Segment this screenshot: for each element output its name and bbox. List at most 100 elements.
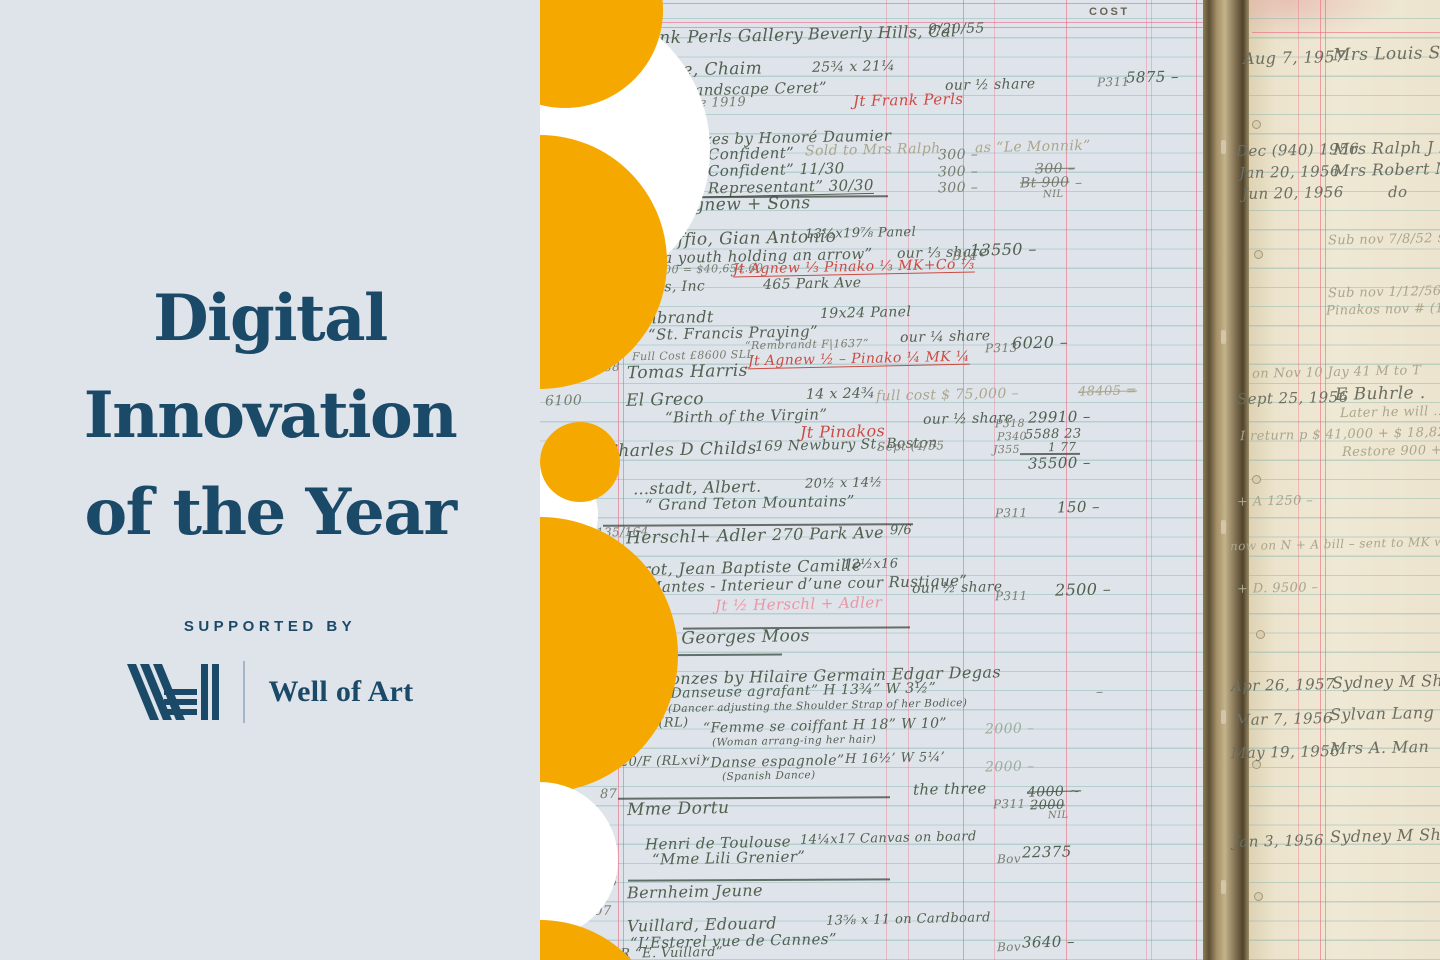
column-rule-pink: [886, 0, 888, 960]
binder-hole: [1252, 760, 1261, 769]
well-of-art-logo-icon: [126, 664, 219, 720]
ledger-fragment: 2000 –: [984, 720, 1035, 738]
ledger-fragment: Sylvan Lang: [1329, 702, 1435, 725]
ledger-fragment: I return p $ 41,000 + $ 18,82 3: [1239, 424, 1440, 445]
ledger-fragment: Mrs A. Man: [1329, 736, 1430, 759]
sponsor-name: Well of Art: [268, 675, 414, 708]
ledger-fragment: Apr 26, 1957: [1230, 674, 1336, 696]
ledger-fragment: –: [1095, 683, 1104, 701]
scallop-circle-yellow: [540, 422, 620, 502]
ledger-fragment: + A 1250 –: [1236, 493, 1314, 510]
ledger-fragment: Sydney M Shoe: [1331, 670, 1440, 693]
header-rule-pink: [1252, 32, 1440, 34]
ledger-fragment: 300 –: [937, 146, 979, 164]
ledger-fragment: Sold to Mrs Ralph: [804, 140, 941, 160]
column-rule-pink: [1325, 0, 1327, 960]
ledger-fragment: 14 x 24¾: [805, 385, 876, 403]
ledger-fragment: Jun 20, 1956: [1241, 182, 1344, 204]
ledger-fragment: 9/20/55: [927, 20, 985, 38]
ledger-fragment: P311: [994, 588, 1028, 604]
column-rule-pink: [1066, 0, 1068, 960]
column-rule-pink: [908, 0, 910, 960]
ledger-fragment: do: [1387, 182, 1408, 202]
column-rule-pink: [1146, 0, 1148, 960]
scallop-border: [540, 0, 710, 960]
column-rule-pink: [1151, 0, 1153, 960]
binder-hole: [1252, 475, 1261, 484]
ledger-fragment: 150 –: [1056, 497, 1101, 517]
ledger-fragment: Aug 7, 1957: [1242, 46, 1346, 69]
book-spine: [1203, 0, 1249, 960]
ledger-fragment: P311: [994, 505, 1028, 521]
ledger-fragment: Bov: [996, 851, 1022, 867]
ledger-fragment: 2500 –: [1054, 579, 1112, 600]
award-panel: Digital Innovation of the Year SUPPORTED B…: [0, 0, 540, 960]
header-rule-pink: [540, 22, 1205, 24]
binder-hole: [1256, 630, 1265, 639]
ledger-fragment: 2000 –: [984, 758, 1035, 776]
ledger-fragment: P318: [994, 416, 1026, 431]
scallop-circle-white: [540, 782, 618, 938]
header-rule-pink: [540, 3, 1205, 5]
ledger-fragment: Bov: [996, 939, 1022, 955]
ledger-fragment: COST: [1089, 6, 1130, 18]
ledger-fragment: 25¾ x 21¼: [811, 58, 896, 76]
ledger-fragment: Mar 7, 1956: [1234, 708, 1334, 730]
ledger-fragment: NIL: [1042, 188, 1064, 201]
ledger-fragment: on Nov 10 Jay 41 M to T: [1251, 363, 1422, 382]
spine-stitch: [1221, 710, 1226, 724]
ledger-fragment: 20½ x 14½: [804, 475, 883, 492]
ledger-fragment: the three: [912, 779, 987, 799]
binder-hole: [1254, 250, 1263, 259]
scallop-circle-yellow: [540, 920, 632, 960]
spine-stitch: [1221, 140, 1226, 154]
column-rule-pink: [1196, 0, 1198, 960]
ledger-fragment: Later he will …: [1339, 403, 1440, 422]
spine-stitch: [1221, 330, 1226, 344]
ledger-fragment: 29910 –: [1027, 407, 1091, 427]
ledger-fragment: 5875 –: [1125, 67, 1180, 87]
column-rule-pink: [963, 0, 965, 960]
ledger-fragment: Mrs Louis Slos: [1332, 42, 1440, 66]
ledger-fragment: E Buhrle .: [1334, 383, 1426, 405]
award-title-line: of the Year: [84, 475, 457, 550]
ledger-separator-rule: [1019, 452, 1081, 455]
ledger-fragment: 300 –: [937, 179, 979, 197]
ledger-fragment: 12½x16: [842, 556, 899, 573]
ledger-fragment: J355: [992, 442, 1021, 457]
ledger-fragment: as “Le Monnik”: [974, 137, 1091, 157]
binder-hole: [1254, 892, 1263, 901]
sponsor-lockup: Well of Art: [0, 650, 540, 734]
ledger-fragment: Jt Frank Perls: [852, 89, 964, 111]
ledger-fragment: Sub nov 7/8/52 $ #: [1327, 230, 1440, 249]
award-title-line: Innovation: [83, 378, 458, 453]
ledger-fragment: Sept 25, 1956: [1236, 387, 1349, 409]
header-rule-pink: [540, 27, 1205, 29]
ledger-fragment: May 19, 1956: [1230, 741, 1341, 763]
ledger-fragment: 48405 =: [1077, 383, 1138, 400]
ledger-fragment: + D. 9500 –: [1236, 580, 1319, 597]
ledger-right-page: [1247, 0, 1440, 960]
ledger-fragment: Restore 900 +: [1341, 442, 1440, 461]
ledger-fragment: Mrs Robert M: [1332, 158, 1440, 181]
ledger-fragment: 13½x19⅞ Panel: [804, 224, 917, 243]
ledger-fragment: 3640 –: [1021, 932, 1076, 952]
ledger-fragment: 13550 –: [969, 239, 1037, 260]
column-rule-pink: [1320, 0, 1322, 960]
ledger-fragment: 22375: [1021, 842, 1072, 862]
binder-hole: [1252, 120, 1261, 129]
ledger-fragment: H 16½’ W 5¼’: [844, 749, 946, 768]
award-title: Digital Innovation of the Year: [0, 270, 540, 561]
column-rule-pink: [1298, 0, 1300, 960]
ledger-fragment: Pinakos nov # (14) 09: [1325, 300, 1440, 319]
ledger-fragment: our ¼ share: [899, 328, 991, 346]
ledger-fragment: “Rembrandt F|1637”: [744, 336, 870, 353]
ledger-fragment: our ½ share: [911, 579, 1003, 597]
column-rule-pink: [618, 0, 620, 960]
ledger-fragment: NIL: [1047, 809, 1069, 822]
column-rule-pink: [623, 0, 625, 960]
ledger-fragment: Jan 3, 1956: [1232, 831, 1325, 851]
ledger-fragment: 35500 –: [1027, 453, 1091, 473]
ledger-fragment: 9/6: [889, 522, 913, 539]
